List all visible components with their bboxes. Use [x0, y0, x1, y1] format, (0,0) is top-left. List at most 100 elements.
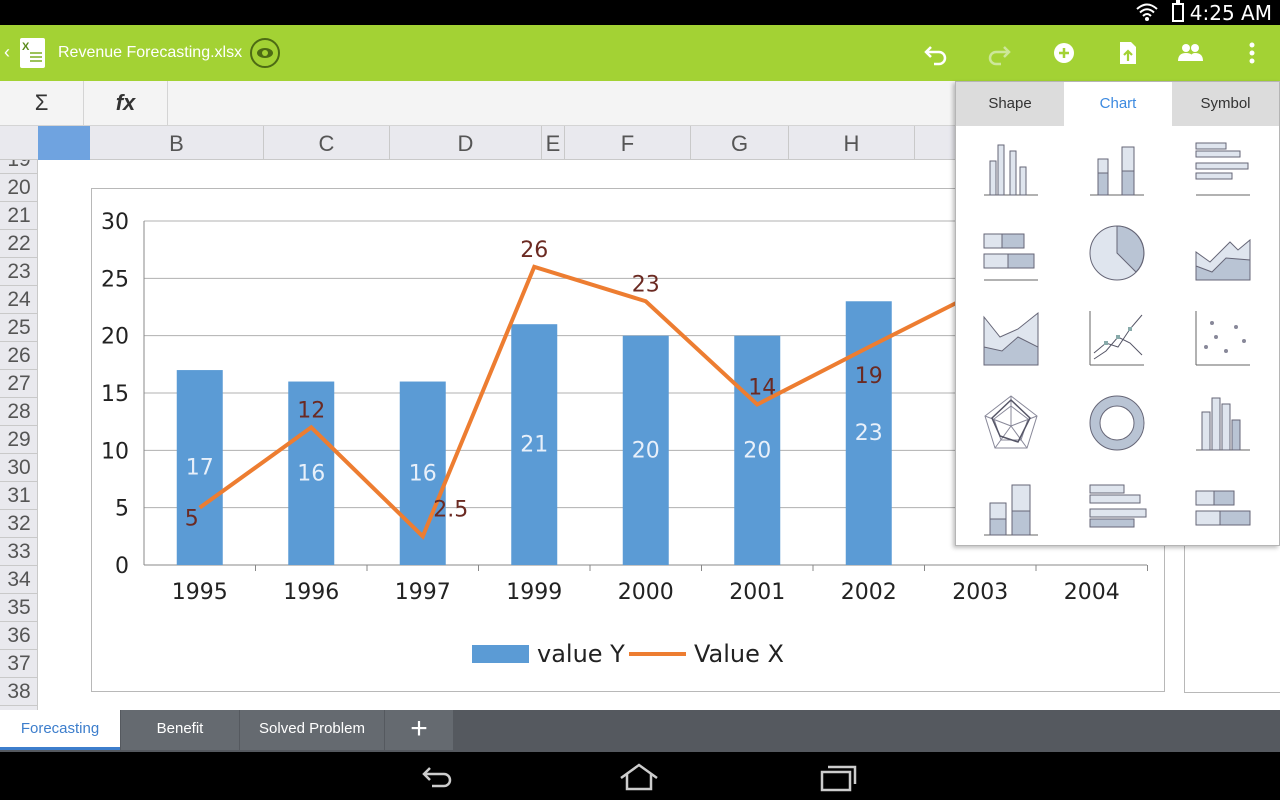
- column-header-h[interactable]: H: [789, 126, 915, 160]
- bar-data-label: 17: [186, 456, 214, 481]
- x-tick-label: 2004: [1064, 580, 1120, 605]
- line-data-label: 14: [748, 375, 776, 400]
- view-mode-eye-icon[interactable]: [250, 38, 280, 68]
- select-all-corner[interactable]: [38, 126, 90, 160]
- bar-data-label: 23: [855, 421, 883, 446]
- column-header-g[interactable]: G: [691, 126, 789, 160]
- column-header-d[interactable]: D: [390, 126, 542, 160]
- row-header-38[interactable]: 38: [0, 678, 37, 706]
- y-tick-label: 20: [101, 325, 129, 350]
- row-header-20[interactable]: 20: [0, 174, 37, 202]
- bar-data-label: 21: [520, 433, 548, 458]
- sum-button[interactable]: Σ: [0, 81, 84, 125]
- radar-icon[interactable]: [980, 392, 1042, 454]
- status-bar: 4:25 AM: [0, 0, 1280, 25]
- second-chart-object-edge[interactable]: [1184, 540, 1280, 693]
- row-header-34[interactable]: 34: [0, 566, 37, 594]
- line-markers-icon[interactable]: [1086, 307, 1148, 369]
- nav-recent-apps-icon[interactable]: [820, 764, 858, 792]
- row-header-19[interactable]: 19: [0, 160, 37, 174]
- 3d-stacked-bar-icon[interactable]: [1192, 477, 1254, 539]
- navigation-bar: [0, 752, 1280, 800]
- clustered-column-icon[interactable]: [980, 137, 1042, 199]
- row-header-33[interactable]: 33: [0, 538, 37, 566]
- redo-icon[interactable]: [985, 39, 1013, 67]
- tab-shape[interactable]: Shape: [956, 82, 1064, 126]
- clustered-bar-icon[interactable]: [1192, 137, 1254, 199]
- x-tick-label: 2000: [618, 580, 674, 605]
- row-header: 19 20 21 22 23 24 25 26 27 28 29 30 31 3…: [0, 160, 38, 710]
- row-header-24[interactable]: 24: [0, 286, 37, 314]
- y-tick-label: 30: [101, 210, 129, 235]
- row-header-31[interactable]: 31: [0, 482, 37, 510]
- x-tick-label: 2002: [841, 580, 897, 605]
- sheet-tab-benefit[interactable]: Benefit: [121, 710, 239, 750]
- row-header-21[interactable]: 21: [0, 202, 37, 230]
- 3d-column-icon[interactable]: [1192, 392, 1254, 454]
- row-header-28[interactable]: 28: [0, 398, 37, 426]
- x-tick-label: 2001: [729, 580, 785, 605]
- nav-back-icon[interactable]: [420, 764, 456, 790]
- stacked-bar-icon[interactable]: [980, 222, 1042, 284]
- x-tick-label: 1999: [506, 580, 562, 605]
- sheet-tab-solved-problem[interactable]: Solved Problem: [240, 710, 384, 750]
- line-series-value-x: [198, 264, 973, 540]
- line-data-label: 26: [520, 238, 548, 263]
- column-header-e[interactable]: E: [542, 126, 565, 160]
- formula-bar: Σ fx: [0, 81, 955, 126]
- scatter-icon[interactable]: [1192, 307, 1254, 369]
- row-header-25[interactable]: 25: [0, 314, 37, 342]
- legend-label-value-y: value Y: [537, 640, 625, 668]
- file-icon-label: X: [22, 41, 30, 53]
- row-header-30[interactable]: 30: [0, 454, 37, 482]
- save-icon[interactable]: [1114, 39, 1142, 67]
- share-people-icon[interactable]: [1176, 39, 1204, 67]
- excel-file-icon: X: [20, 38, 45, 68]
- 3d-bar-icon[interactable]: [1086, 477, 1148, 539]
- 3d-stacked-column-icon[interactable]: [980, 477, 1042, 539]
- add-sheet-button[interactable]: +: [385, 710, 453, 750]
- stacked-column-icon[interactable]: [1086, 137, 1148, 199]
- row-header-27[interactable]: 27: [0, 370, 37, 398]
- doughnut-icon[interactable]: [1086, 392, 1148, 454]
- popup-tabs: Shape Chart Symbol: [956, 82, 1279, 126]
- row-header-29[interactable]: 29: [0, 426, 37, 454]
- bar-value-y: [622, 335, 669, 565]
- pie-icon[interactable]: [1086, 222, 1148, 284]
- function-button[interactable]: fx: [84, 81, 168, 125]
- back-chevron-icon[interactable]: ‹: [4, 42, 10, 62]
- x-tick-label: 1997: [395, 580, 451, 605]
- sheet-tab-forecasting[interactable]: Forecasting: [0, 710, 120, 750]
- row-header-32[interactable]: 32: [0, 510, 37, 538]
- wifi-icon: [1136, 3, 1158, 21]
- column-header-f[interactable]: F: [565, 126, 691, 160]
- y-tick-label: 5: [115, 497, 129, 522]
- undo-icon[interactable]: [922, 39, 950, 67]
- tab-chart[interactable]: Chart: [1064, 82, 1172, 126]
- clock: 4:25 AM: [1189, 1, 1272, 25]
- line-data-label: 19: [855, 364, 883, 389]
- tab-symbol[interactable]: Symbol: [1172, 82, 1279, 126]
- add-circle-icon[interactable]: [1050, 39, 1078, 67]
- bar-value-y: [734, 335, 781, 565]
- nav-home-icon[interactable]: [618, 762, 660, 792]
- row-header-35[interactable]: 35: [0, 594, 37, 622]
- y-tick-label: 25: [101, 267, 129, 292]
- bar-data-label: 20: [632, 438, 660, 463]
- more-vert-icon[interactable]: [1238, 39, 1266, 67]
- row-header-22[interactable]: 22: [0, 230, 37, 258]
- document-title[interactable]: Revenue Forecasting.xlsx: [58, 44, 243, 61]
- stacked-area-icon[interactable]: [980, 307, 1042, 369]
- row-header-23[interactable]: 23: [0, 258, 37, 286]
- row-header-36[interactable]: 36: [0, 622, 37, 650]
- row-header-37[interactable]: 37: [0, 650, 37, 678]
- row-header-26[interactable]: 26: [0, 342, 37, 370]
- sheet-tab-bar: Forecasting Benefit Solved Problem +: [0, 710, 1280, 752]
- area-icon[interactable]: [1192, 222, 1254, 284]
- column-header-b[interactable]: B: [90, 126, 264, 160]
- column-header-c[interactable]: C: [264, 126, 390, 160]
- legend-label-value-x: Value X: [694, 640, 784, 668]
- insert-chart-popup: Shape Chart Symbol: [955, 81, 1280, 546]
- bar-data-label: 16: [297, 461, 325, 486]
